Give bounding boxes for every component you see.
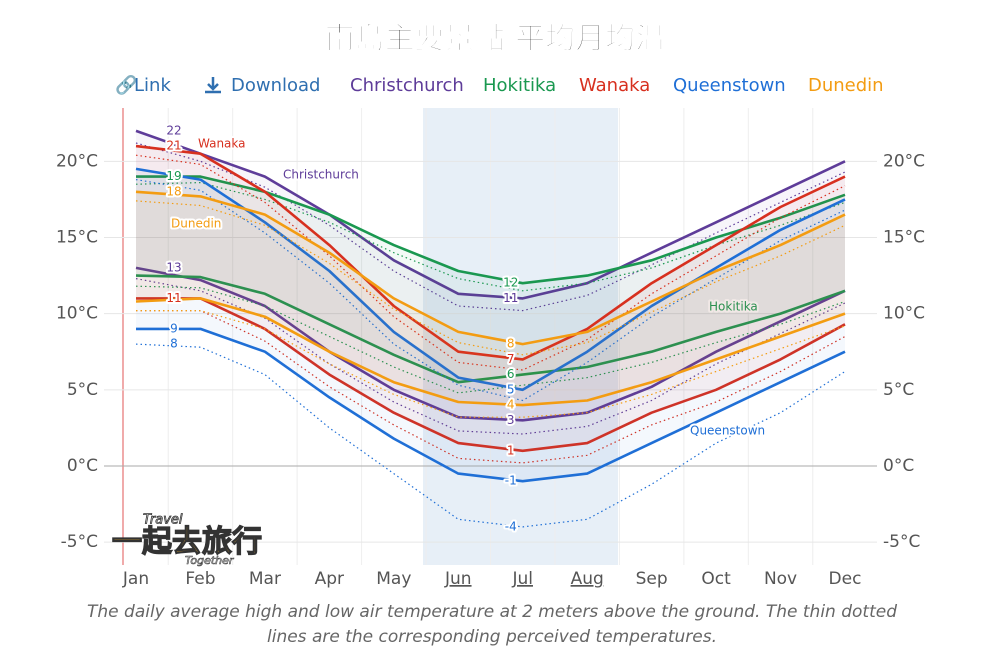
y-tick-label: 10°C — [56, 304, 98, 324]
high-line — [135, 129, 846, 300]
low-line — [135, 266, 846, 422]
toolbar: 🔗 Link Download — [115, 74, 320, 96]
legend-entry[interactable]: Wanaka — [579, 75, 650, 96]
data-label: 21 — [166, 139, 181, 153]
high-line — [135, 144, 846, 361]
x-tick-label: Feb — [185, 569, 215, 589]
series-annotation: Queenstown — [690, 424, 765, 438]
caption: lines are the corresponding perceived te… — [267, 627, 717, 647]
data-label: 11 — [166, 291, 181, 305]
y-tick-label-right: -5°C — [883, 532, 920, 552]
series-annotation: Christchurch — [283, 168, 359, 182]
high-line — [135, 167, 846, 392]
low-line — [135, 297, 846, 407]
data-label: 18 — [166, 184, 181, 198]
perceived-line — [135, 154, 846, 371]
temperature-band — [136, 168, 845, 482]
y-tick-label: 0°C — [67, 456, 98, 476]
low-line — [136, 327, 846, 483]
x-tick-label: Oct — [701, 569, 731, 589]
link-button[interactable]: Link — [134, 75, 171, 96]
y-tick-label: 5°C — [67, 380, 98, 400]
caption: The daily average high and low air tempe… — [87, 602, 897, 622]
data-label: 4 — [507, 398, 515, 412]
y-tick-label-right: 10°C — [883, 304, 925, 324]
data-label: 11 — [503, 291, 518, 305]
winter-highlight — [423, 108, 618, 565]
x-tick-label: May — [376, 569, 411, 589]
temperature-band — [136, 176, 845, 383]
series-annotation: Dunedin — [171, 217, 221, 231]
y-tick-label: 15°C — [56, 227, 98, 247]
data-label: 5 — [507, 382, 515, 396]
data-label: 22 — [166, 123, 181, 137]
data-label: 1 — [507, 443, 515, 457]
watermark-main: 一起去旅行 — [112, 525, 262, 560]
temperature-band — [136, 146, 845, 451]
y-tick-label: 20°C — [56, 151, 98, 171]
x-tick-label: Sep — [636, 569, 668, 589]
data-label: 13 — [166, 260, 181, 274]
data-label: 7 — [507, 352, 515, 366]
download-button[interactable]: Download — [231, 75, 320, 96]
legend-entry[interactable]: Christchurch — [350, 75, 464, 96]
data-label: -4 — [505, 519, 517, 533]
watermark: Travel 一起去旅行 Together — [111, 512, 262, 567]
data-label: 9 — [170, 321, 178, 335]
x-tick-label: Jan — [122, 569, 149, 589]
x-tick-label: Aug — [571, 569, 604, 589]
perceived-line — [135, 142, 846, 312]
y-tick-label-right: 5°C — [883, 380, 914, 400]
series-annotation: Hokitika — [709, 300, 758, 314]
watermark-top: Travel — [143, 513, 183, 528]
perceived-line — [135, 200, 846, 356]
x-tick-label: Nov — [764, 569, 797, 589]
series-annotation: Wanaka — [198, 137, 246, 151]
x-tick-label: Dec — [829, 569, 862, 589]
legend-entry[interactable]: Hokitika — [483, 75, 556, 96]
y-tick-label: -5°C — [61, 532, 98, 552]
data-label: 12 — [503, 276, 518, 290]
temperature-band — [136, 191, 845, 406]
y-tick-label-right: 15°C — [883, 227, 925, 247]
high-line — [135, 190, 846, 346]
low-line — [135, 274, 846, 384]
watermark-bottom: Together — [185, 554, 235, 567]
perceived-line — [135, 278, 846, 435]
chart-title: 南島主要景點 平均月均溫 — [325, 22, 665, 57]
data-label: 8 — [507, 337, 515, 351]
x-tick-label: Apr — [315, 569, 344, 589]
x-tick-label: Jun — [444, 569, 472, 589]
data-label: 19 — [166, 169, 181, 183]
data-label: 3 — [507, 413, 515, 427]
y-tick-label-right: 20°C — [883, 151, 925, 171]
high-line — [136, 175, 846, 285]
x-tick-label: Mar — [249, 569, 281, 589]
x-tick-label: Jul — [511, 569, 533, 589]
data-label: -1 — [505, 474, 517, 488]
data-label: 6 — [507, 367, 515, 381]
low-line — [136, 297, 846, 453]
legend-entry[interactable]: Queenstown — [673, 75, 786, 96]
legend-entry[interactable]: Dunedin — [808, 75, 884, 96]
perceived-line — [135, 181, 846, 292]
download-icon[interactable] — [205, 77, 221, 94]
perceived-line — [135, 343, 846, 528]
y-tick-label-right: 0°C — [883, 456, 914, 476]
link-icon[interactable]: 🔗 — [115, 74, 137, 96]
data-label: 8 — [170, 337, 178, 351]
